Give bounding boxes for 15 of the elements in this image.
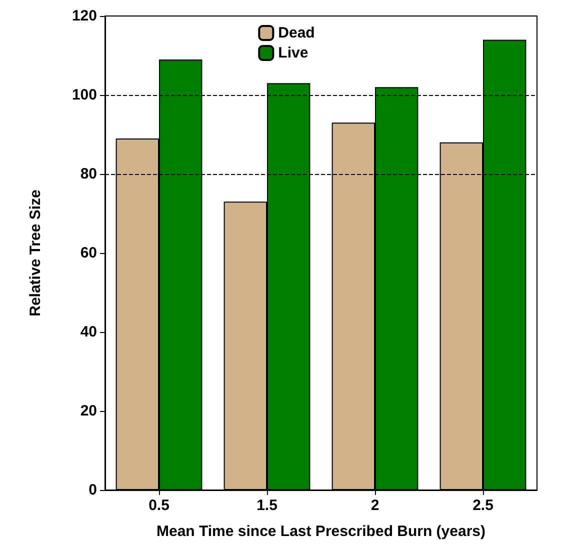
legend-label: Dead: [278, 24, 315, 42]
x-tick-label: 1.5: [256, 497, 278, 514]
y-tick-label: 20: [80, 402, 97, 420]
x-axis-title: Mean Time since Last Prescribed Burn (years): [156, 523, 486, 540]
y-tick-label: 40: [80, 324, 97, 340]
y-tick-label: 60: [80, 244, 97, 262]
x-tick-label: 2: [370, 497, 380, 514]
y-tick-label: 0: [88, 482, 97, 498]
y-tick-label: 100: [72, 86, 97, 104]
x-tick-label: 0.5: [148, 497, 170, 514]
x-tick-label: 2.5: [472, 497, 494, 514]
y-tick-label: 80: [80, 166, 97, 182]
legend-label: Live: [278, 44, 308, 62]
y-axis-title: Relative Tree Size: [27, 190, 44, 316]
y-tick-label: 120: [72, 8, 97, 24]
